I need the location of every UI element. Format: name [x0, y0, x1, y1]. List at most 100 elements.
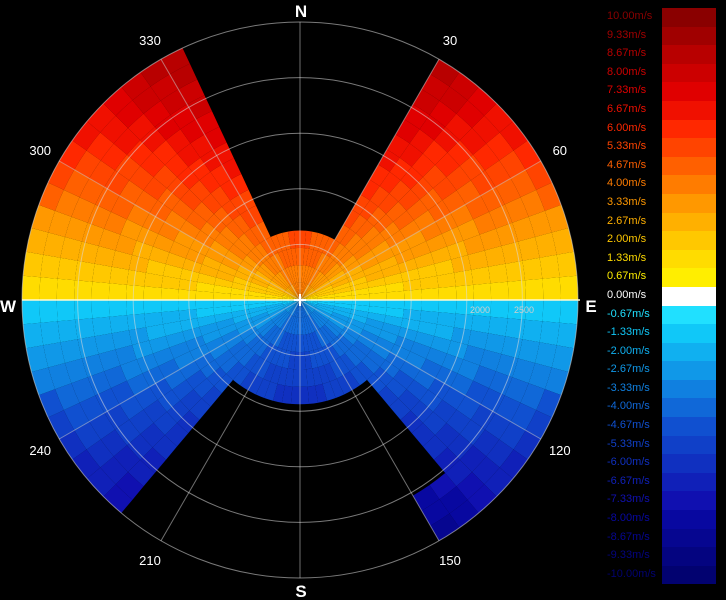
velocity-cell: [438, 300, 457, 314]
velocity-cell: [385, 230, 406, 248]
velocity-cell: [269, 308, 286, 320]
legend-label: 4.67m/s: [607, 158, 647, 171]
velocity-cell: [394, 248, 415, 265]
velocity-cell: [87, 371, 111, 396]
velocity-cell: [60, 339, 82, 363]
velocity-cell: [367, 206, 386, 227]
velocity-cell: [55, 383, 80, 411]
velocity-cell: [263, 363, 277, 382]
velocity-cell: [206, 214, 227, 233]
velocity-cell: [361, 355, 380, 374]
velocity-cell: [490, 281, 509, 300]
velocity-cell: [56, 278, 75, 300]
velocity-cell: [379, 359, 400, 379]
velocity-field: [22, 48, 578, 541]
velocity-cell: [160, 89, 188, 115]
velocity-cell: [410, 241, 431, 259]
legend-label: -8.67m/s: [607, 530, 650, 543]
legend-swatch: [662, 119, 716, 139]
velocity-cell: [332, 309, 351, 318]
velocity-cell: [268, 282, 285, 293]
velocity-cell: [40, 254, 61, 279]
velocity-cell: [195, 290, 214, 300]
velocity-cell: [81, 222, 105, 246]
velocity-cell: [251, 278, 269, 289]
velocity-cell: [294, 265, 299, 283]
velocity-cell: [472, 115, 500, 144]
velocity-cell: [300, 351, 307, 370]
legend-swatch: [662, 63, 716, 83]
velocity-cell: [120, 219, 143, 241]
velocity-cell: [454, 269, 474, 287]
velocity-cell: [489, 204, 513, 229]
velocity-cell: [89, 412, 115, 440]
velocity-cell: [470, 404, 496, 430]
velocity-cell: [326, 266, 343, 281]
velocity-cell: [269, 280, 286, 292]
velocity-cell: [495, 395, 521, 422]
velocity-cell: [163, 264, 183, 279]
velocity-cell: [201, 193, 222, 214]
velocity-cell: [306, 368, 316, 387]
velocity-cell: [303, 248, 310, 266]
velocity-cell: [265, 291, 284, 297]
velocity-cell: [352, 194, 370, 215]
velocity-cell: [285, 315, 295, 333]
velocity-cell: [149, 378, 172, 400]
velocity-cell: [142, 213, 165, 234]
velocity-cell: [264, 381, 278, 401]
velocity-cell: [507, 300, 526, 320]
velocity-cell: [489, 371, 513, 396]
velocity-cell: [485, 412, 511, 440]
azimuth-spoke: [160, 58, 301, 301]
velocity-cell: [233, 238, 251, 256]
velocity-cell: [160, 300, 179, 313]
velocity-cell: [501, 241, 523, 264]
velocity-cell: [490, 300, 509, 319]
velocity-cell: [304, 230, 313, 249]
velocity-cell: [278, 331, 289, 349]
velocity-cell: [314, 252, 327, 270]
velocity-cell: [361, 226, 380, 245]
velocity-cell: [505, 260, 525, 282]
velocity-cell: [386, 290, 405, 300]
velocity-cell: [202, 329, 222, 345]
velocity-cell: [214, 349, 234, 367]
velocity-cell: [378, 193, 399, 214]
velocity-cell: [318, 365, 330, 384]
velocity-cell: [417, 321, 437, 336]
legend-entry: 8.67m/s: [606, 45, 716, 64]
velocity-cell: [213, 284, 232, 294]
velocity-cell: [40, 321, 61, 346]
velocity-cell: [140, 59, 170, 87]
legend-label: 9.33m/s: [607, 28, 647, 41]
velocity-cell: [165, 252, 186, 269]
velocity-cell: [115, 419, 141, 446]
velocity-cell: [206, 367, 227, 386]
velocity-cell: [178, 289, 197, 300]
velocity-cell: [71, 377, 96, 403]
velocity-cell: [250, 356, 266, 376]
velocity-cell: [351, 304, 370, 313]
velocity-cell: [525, 410, 552, 439]
velocity-cell: [351, 293, 370, 300]
velocity-cell: [319, 257, 334, 274]
velocity-cell: [507, 280, 526, 300]
velocity-cell: [100, 429, 127, 457]
azimuth-label: 120: [549, 443, 571, 458]
velocity-cell: [268, 307, 285, 318]
velocity-cell: [405, 230, 426, 249]
velocity-cell: [447, 140, 473, 166]
velocity-cell: [385, 352, 406, 370]
velocity-cell: [439, 86, 468, 114]
velocity-cell: [290, 386, 300, 405]
legend-entry: 4.67m/s: [606, 156, 716, 176]
velocity-cell: [435, 422, 460, 448]
velocity-cell: [48, 363, 72, 390]
velocity-cell: [473, 429, 500, 457]
velocity-cell: [100, 115, 128, 144]
velocity-cell: [39, 277, 58, 300]
velocity-cell: [301, 317, 306, 335]
velocity-cell: [119, 395, 144, 420]
velocity-cell: [140, 447, 166, 473]
